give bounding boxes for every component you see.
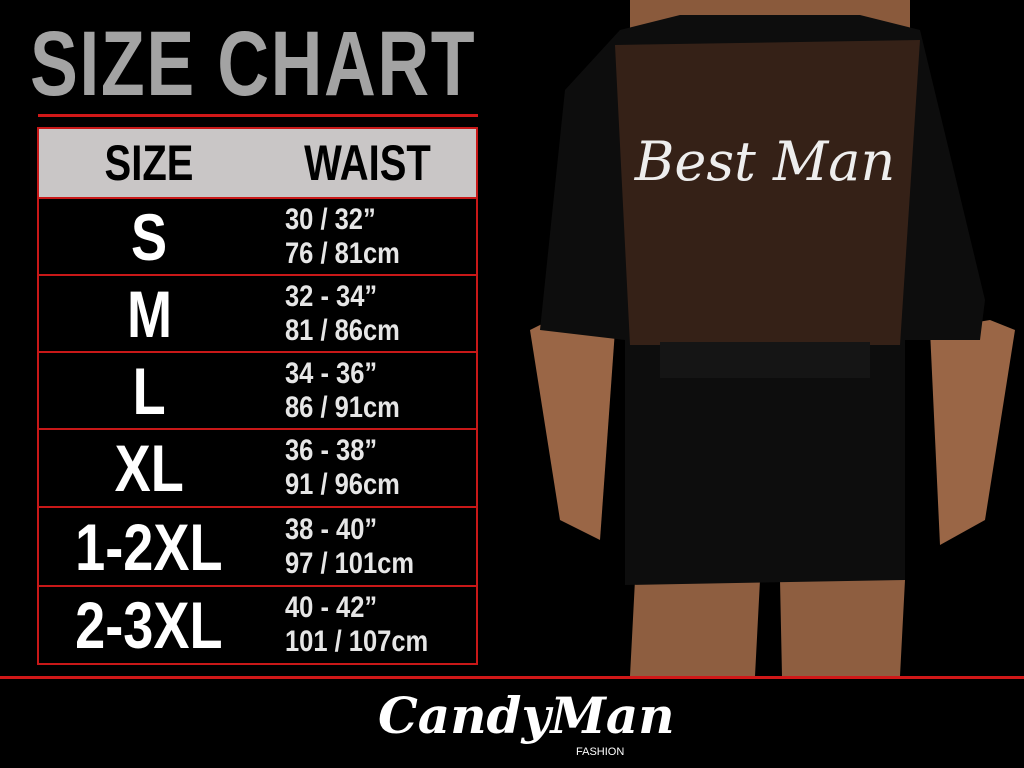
table-row: M 32 - 34” 81 / 86cm bbox=[39, 276, 476, 353]
waist-cm: 86 / 91cm bbox=[285, 390, 400, 424]
table-row: 2-3XL 40 - 42” 101 / 107cm bbox=[39, 587, 476, 663]
waist-cm: 97 / 101cm bbox=[285, 546, 415, 580]
column-header-size: SIZE bbox=[104, 135, 194, 191]
waist-cm: 91 / 96cm bbox=[285, 468, 400, 501]
brand-name: CandyMan bbox=[378, 686, 675, 745]
size-table: SIZE WAIST S 30 / 32” 76 / 81cm M 32 - 34… bbox=[37, 127, 478, 665]
size-label: 2-3XL bbox=[75, 588, 223, 662]
mesh-back-panel bbox=[615, 40, 920, 345]
size-label: L bbox=[132, 353, 166, 428]
waist-inches: 34 - 36” bbox=[285, 356, 378, 390]
table-row: XL 36 - 38” 91 / 96cm bbox=[39, 430, 476, 508]
table-row: 1-2XL 38 - 40” 97 / 101cm bbox=[39, 508, 476, 587]
size-label: S bbox=[130, 199, 168, 274]
waist-inches: 36 - 38” bbox=[285, 434, 378, 467]
size-label: M bbox=[126, 276, 172, 351]
model-left-arm bbox=[530, 320, 615, 540]
size-label: 1-2XL bbox=[75, 509, 223, 584]
waist-inches: 30 / 32” bbox=[285, 202, 376, 236]
brand-logo: CandyMan FASHION bbox=[378, 686, 675, 766]
waist-inches: 38 - 40” bbox=[285, 512, 378, 546]
waist-cm: 101 / 107cm bbox=[285, 625, 429, 658]
robe-print-text: Best Man bbox=[634, 130, 895, 193]
table-row: S 30 / 32” 76 / 81cm bbox=[39, 199, 476, 276]
waist-inches: 32 - 34” bbox=[285, 279, 378, 313]
product-photo: Best Man bbox=[530, 0, 1015, 676]
robe-belt bbox=[660, 342, 870, 378]
title-divider bbox=[38, 114, 478, 117]
table-row: L 34 - 36” 86 / 91cm bbox=[39, 353, 476, 430]
size-label: XL bbox=[114, 431, 184, 505]
waist-cm: 81 / 86cm bbox=[285, 313, 400, 347]
footer-divider bbox=[0, 676, 1024, 679]
brand-subtitle: FASHION bbox=[576, 746, 625, 758]
model-legs bbox=[630, 580, 905, 676]
model-right-arm bbox=[930, 320, 1015, 545]
waist-inches: 40 - 42” bbox=[285, 591, 378, 624]
column-header-waist: WAIST bbox=[304, 135, 431, 191]
waist-cm: 76 / 81cm bbox=[285, 236, 400, 270]
page-title: SIZE CHART bbox=[30, 13, 477, 115]
table-header: SIZE WAIST bbox=[39, 129, 476, 199]
